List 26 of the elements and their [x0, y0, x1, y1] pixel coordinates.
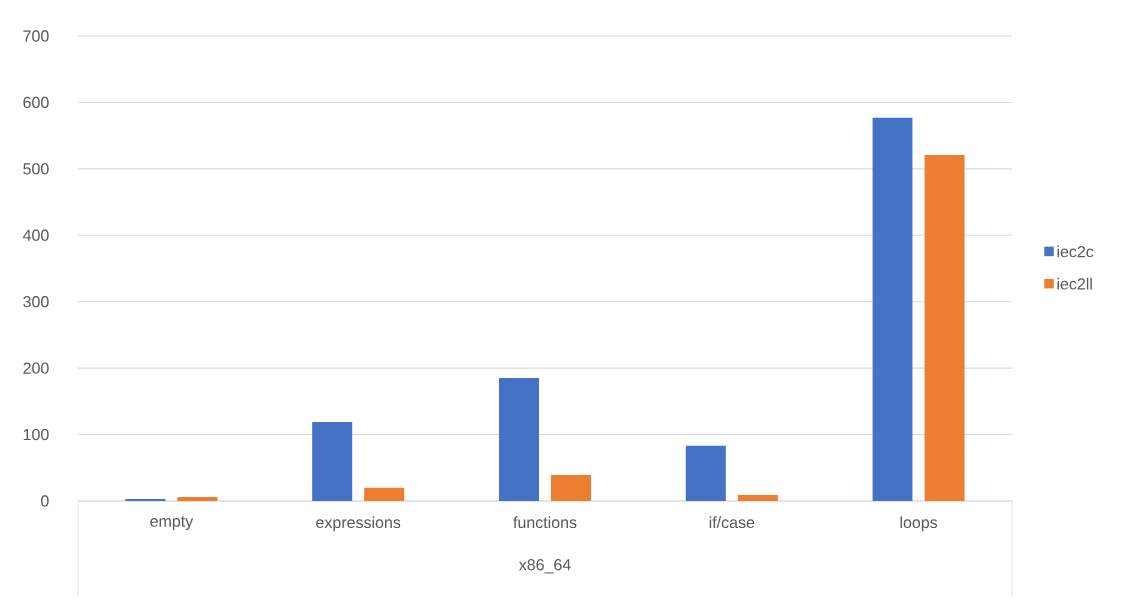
x-tick-label: empty — [150, 516, 194, 531]
bar — [177, 497, 218, 501]
x-tick-label: functions — [513, 516, 577, 529]
x-tick-label: expressions — [316, 516, 401, 532]
bar — [872, 117, 913, 501]
x-axis-title: x86_64 — [518, 559, 571, 574]
y-tick-label: 500 — [23, 163, 49, 175]
bar — [312, 421, 353, 501]
bar — [551, 475, 591, 501]
y-tick-label: 600 — [23, 96, 49, 109]
x-tick-label: loops — [900, 516, 938, 532]
legend-label: iec2c — [1057, 245, 1094, 258]
bar — [499, 378, 539, 501]
legend-label: iec2ll — [1057, 277, 1092, 290]
y-tick-label: 200 — [23, 362, 49, 374]
bar — [737, 495, 778, 501]
y-tick-label: 400 — [22, 229, 49, 241]
bar — [924, 154, 965, 501]
bar — [364, 487, 405, 501]
y-tick-label: 300 — [23, 296, 49, 308]
x-tick-label: if/case — [709, 516, 755, 529]
y-tick-label: 0 — [41, 495, 49, 507]
bar — [125, 498, 166, 501]
y-tick-label: 700 — [23, 30, 49, 42]
y-tick-label: 100 — [23, 428, 49, 441]
bar — [685, 445, 726, 501]
